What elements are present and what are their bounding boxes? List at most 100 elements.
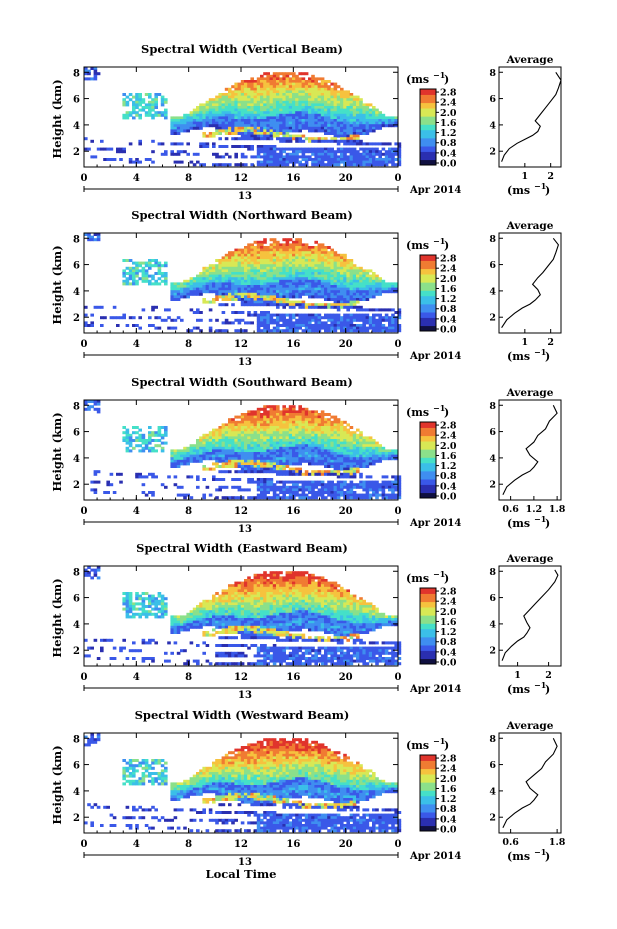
colorbar-segment [420, 295, 436, 299]
heatmap-cell [314, 106, 318, 109]
heatmap-cell [327, 132, 331, 135]
heatmap-cell [186, 116, 190, 120]
heatmap-cell [368, 150, 373, 154]
heatmap-cell [279, 139, 283, 143]
heatmap-cell [266, 418, 270, 422]
heatmap-cell [269, 300, 274, 304]
heatmap-cell [285, 413, 290, 416]
heatmap-cell [266, 300, 270, 304]
heatmap-cell [148, 446, 152, 450]
heatmap-cell [320, 413, 325, 416]
heatmap-cell [215, 100, 219, 104]
heatmap-cell [208, 329, 213, 333]
heatmap-cell [327, 491, 331, 494]
x-tick-label: 4 [133, 173, 140, 184]
heatmap-cell [240, 446, 245, 450]
heatmap-cell [311, 415, 315, 419]
heatmap-cell [378, 285, 382, 288]
heatmap-cell [279, 295, 283, 299]
heatmap-cell [96, 305, 101, 309]
heatmap-cell [314, 433, 318, 437]
heatmap-cell [356, 274, 360, 278]
heatmap-cell [346, 313, 350, 317]
heatmap-cell [346, 132, 350, 135]
heatmap-cell [375, 163, 379, 167]
heatmap-cell [320, 491, 325, 494]
heatmap-cell [282, 132, 286, 135]
heatmap-cell [132, 111, 136, 115]
heatmap-cell [359, 98, 363, 102]
heatmap-cell [234, 261, 238, 265]
heatmap-cell [176, 298, 181, 301]
heatmap-cell [295, 274, 299, 278]
heatmap-cell [260, 298, 264, 301]
heatmap-cell [160, 152, 165, 156]
heatmap-cell [244, 119, 248, 122]
heatmap-cell [224, 106, 229, 109]
heatmap-cell [263, 100, 267, 104]
heatmap-cell [247, 426, 251, 429]
heatmap-cell [154, 433, 158, 437]
heatmap-cell [317, 483, 322, 487]
heatmap-cell [320, 433, 325, 437]
heatmap-cell [324, 111, 328, 115]
heatmap-cell [317, 418, 322, 422]
heatmap-cell [317, 264, 322, 268]
heatmap-cell [215, 298, 219, 301]
heatmap-cell [138, 160, 142, 164]
heatmap-cell [215, 121, 219, 125]
heatmap-cell [320, 470, 325, 474]
heatmap-cell [295, 269, 299, 273]
heatmap-cell [282, 158, 286, 161]
heatmap-cell [327, 459, 331, 463]
heatmap-cell [247, 290, 251, 294]
heatmap-cell [208, 119, 213, 122]
heatmap-cell [154, 449, 158, 453]
heatmap-cell [208, 287, 213, 291]
colorbar-tick-label: 2.8 [440, 88, 457, 99]
heatmap-cell [228, 108, 232, 112]
heatmap-cell [327, 139, 331, 143]
heatmap-cell [397, 324, 402, 327]
heatmap-cell [327, 108, 331, 112]
heatmap-cell [276, 158, 280, 161]
heatmap-cell [247, 246, 251, 249]
heatmap-cell [272, 321, 277, 325]
heatmap-cell [167, 308, 171, 312]
heatmap-cell [352, 295, 357, 299]
heatmap-cell [279, 113, 283, 117]
heatmap-cell [330, 303, 334, 307]
heatmap-cell [378, 329, 382, 333]
heatmap-cell [87, 235, 91, 239]
heatmap-cell [269, 318, 274, 322]
heatmap-cell [106, 147, 110, 151]
heatmap-cell [189, 160, 194, 164]
heatmap-cell [356, 134, 360, 138]
heatmap-cell [352, 277, 357, 281]
heatmap-cell [324, 116, 328, 120]
heatmap-cell [359, 132, 363, 135]
heatmap-cell [125, 433, 130, 437]
heatmap-cell [301, 324, 306, 327]
heatmap-cell [253, 155, 258, 159]
heatmap-cell [256, 452, 261, 455]
colorbar-frame [419, 254, 437, 332]
heatmap-cell [276, 147, 280, 151]
heatmap-cell [199, 124, 203, 128]
heatmap-cell [180, 454, 184, 458]
heatmap-cell [292, 290, 296, 294]
heatmap-cell [208, 467, 213, 471]
heatmap-cell [157, 326, 162, 330]
heatmap-cell [266, 292, 270, 296]
heatmap-cell [247, 439, 251, 442]
heatmap-cell [285, 266, 290, 270]
heatmap-cell [317, 428, 322, 432]
heatmap-cell [199, 329, 203, 333]
heatmap-cell [279, 436, 283, 440]
heatmap-cell [343, 305, 347, 309]
heatmap-cell [234, 282, 238, 286]
heatmap-cell [288, 436, 293, 440]
heatmap-cell [186, 142, 190, 146]
heatmap-cell [272, 163, 277, 167]
